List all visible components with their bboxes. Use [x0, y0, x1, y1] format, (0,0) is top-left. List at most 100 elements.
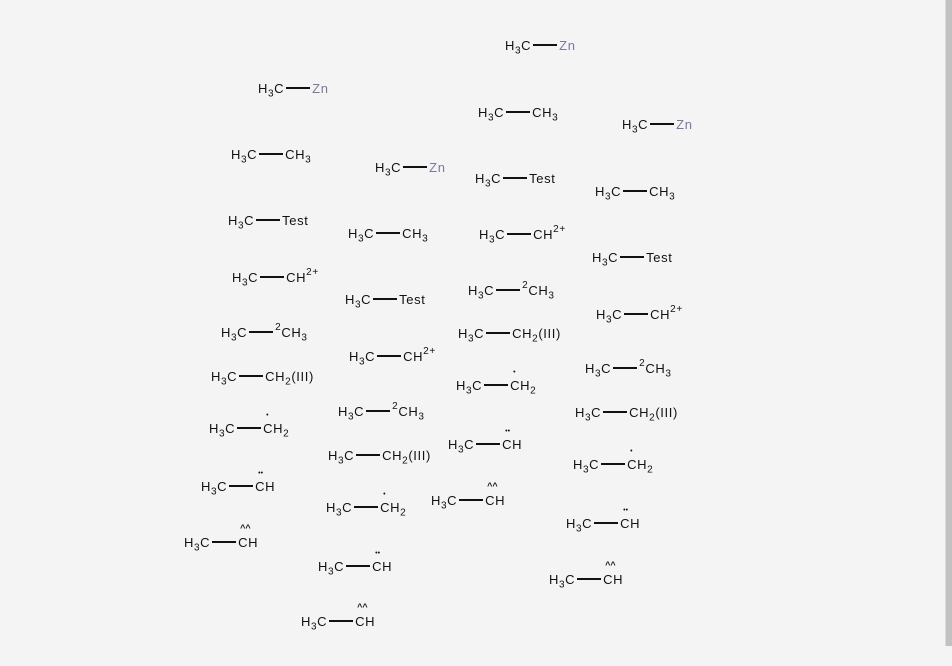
- left-group: H3C: [573, 457, 600, 476]
- molecule-22: H3C • CH2: [456, 369, 536, 397]
- single-bond: [286, 87, 311, 89]
- single-bond: [239, 375, 264, 377]
- triplet-marker: ^^: [357, 602, 368, 612]
- single-bond: [354, 506, 379, 508]
- left-group: H3C: [201, 479, 228, 498]
- radical-marker: ••: [623, 507, 629, 514]
- molecule-28: H3C • CH2: [573, 448, 653, 476]
- left-group: H3C: [458, 326, 485, 345]
- single-bond: [613, 367, 638, 369]
- molecule-25: H3C • CH2: [209, 412, 289, 440]
- molecule-35: H3C ^^ CH: [549, 560, 624, 591]
- triplet-marker: ^^: [240, 523, 251, 533]
- right-group: CH2+: [650, 303, 683, 322]
- molecule-26: H3C •• CH: [448, 428, 522, 456]
- left-group: H3C: [479, 227, 506, 246]
- right-group: CH3: [285, 147, 312, 166]
- molecule-11: H3C CH2+: [479, 223, 566, 246]
- right-group: Zn: [676, 117, 693, 132]
- left-group: H3C: [622, 117, 649, 136]
- right-group: CH2(III): [382, 448, 431, 467]
- right-group: CH2(III): [629, 405, 678, 424]
- left-group: H3C: [585, 361, 612, 380]
- molecule-7: H3C Test: [475, 171, 555, 190]
- right-group: Zn: [559, 38, 576, 53]
- left-group: H3C: [505, 38, 532, 57]
- radical-marker: ••: [375, 550, 381, 557]
- radical-marker: •: [513, 369, 516, 376]
- right-group: Test: [646, 250, 673, 265]
- molecule-13: H3C CH2+: [232, 266, 319, 288]
- single-bond: [256, 219, 281, 221]
- left-group: H3C: [431, 493, 458, 512]
- vertical-scrollbar[interactable]: [945, 0, 952, 646]
- left-group: H3C: [575, 405, 602, 424]
- left-group: H3C: [456, 378, 483, 397]
- left-group: H3C: [349, 349, 376, 368]
- left-group: H3C: [326, 500, 353, 519]
- charge-label: 2+: [670, 303, 683, 315]
- molecule-23: H3C 2CH3: [338, 400, 425, 423]
- left-group: H3C: [221, 325, 248, 344]
- left-group: H3C: [209, 421, 236, 440]
- single-bond: [329, 620, 354, 622]
- single-bond: [346, 565, 371, 567]
- left-group: H3C: [375, 160, 402, 179]
- molecule-4: H3C Zn: [622, 117, 693, 136]
- single-bond: [373, 298, 398, 300]
- right-group: CH3: [402, 226, 429, 245]
- right-group: CH2+: [403, 345, 436, 364]
- single-bond: [229, 485, 254, 487]
- left-group: H3C: [475, 171, 502, 190]
- right-group: •• CH: [255, 470, 276, 494]
- charge-label: 2+: [306, 266, 319, 278]
- single-bond: [249, 331, 274, 333]
- single-bond: [603, 411, 628, 413]
- radical-marker: •: [266, 412, 269, 419]
- single-bond: [624, 313, 649, 315]
- right-group: •• CH: [372, 550, 393, 574]
- radical-marker: •: [383, 491, 386, 498]
- molecule-24: H3C CH2(III): [575, 405, 678, 424]
- single-bond: [620, 256, 645, 258]
- right-group: Test: [282, 213, 309, 228]
- molecule-5: H3C CH3: [231, 147, 311, 166]
- molecule-9: H3C Test: [228, 213, 308, 232]
- charge-label: 2+: [553, 223, 566, 235]
- molecule-29: H3C •• CH: [201, 470, 276, 498]
- charge-label: 2+: [423, 345, 436, 357]
- left-group: H3C: [258, 81, 285, 100]
- molecule-6: H3C Zn: [375, 160, 446, 179]
- single-bond: [366, 410, 391, 412]
- left-group: H3C: [478, 105, 505, 124]
- left-group: H3C: [448, 437, 475, 456]
- single-bond: [356, 454, 381, 456]
- right-group: ^^ CH: [355, 602, 376, 630]
- single-bond: [259, 153, 284, 155]
- right-group: Test: [399, 292, 426, 307]
- right-group: Zn: [429, 160, 446, 175]
- molecule-2: H3C Zn: [258, 81, 329, 100]
- right-group: •• CH: [620, 507, 641, 531]
- single-bond: [459, 499, 484, 501]
- single-bond: [533, 44, 558, 46]
- right-group: ^^ CH: [485, 481, 506, 509]
- single-bond: [506, 111, 531, 113]
- right-group: 2CH3: [639, 357, 672, 380]
- single-bond: [476, 443, 501, 445]
- molecule-19: H3C CH2+: [349, 345, 436, 368]
- right-group: 2CH3: [392, 400, 425, 423]
- single-bond: [577, 578, 602, 580]
- molecule-17: H3C 2CH3: [221, 321, 308, 344]
- radical-marker: •: [630, 448, 633, 455]
- radical-marker: ••: [258, 470, 264, 477]
- molecule-34: H3C •• CH: [318, 550, 393, 578]
- molecule-1: H3C Zn: [505, 38, 576, 57]
- molecule-8: H3C CH3: [595, 184, 675, 203]
- right-group: 2CH3: [275, 321, 308, 344]
- right-group: CH2+: [533, 223, 566, 242]
- right-group: ^^ CH: [603, 560, 624, 588]
- molecule-30: H3C ^^ CH: [431, 481, 506, 512]
- right-group: Zn: [312, 81, 329, 96]
